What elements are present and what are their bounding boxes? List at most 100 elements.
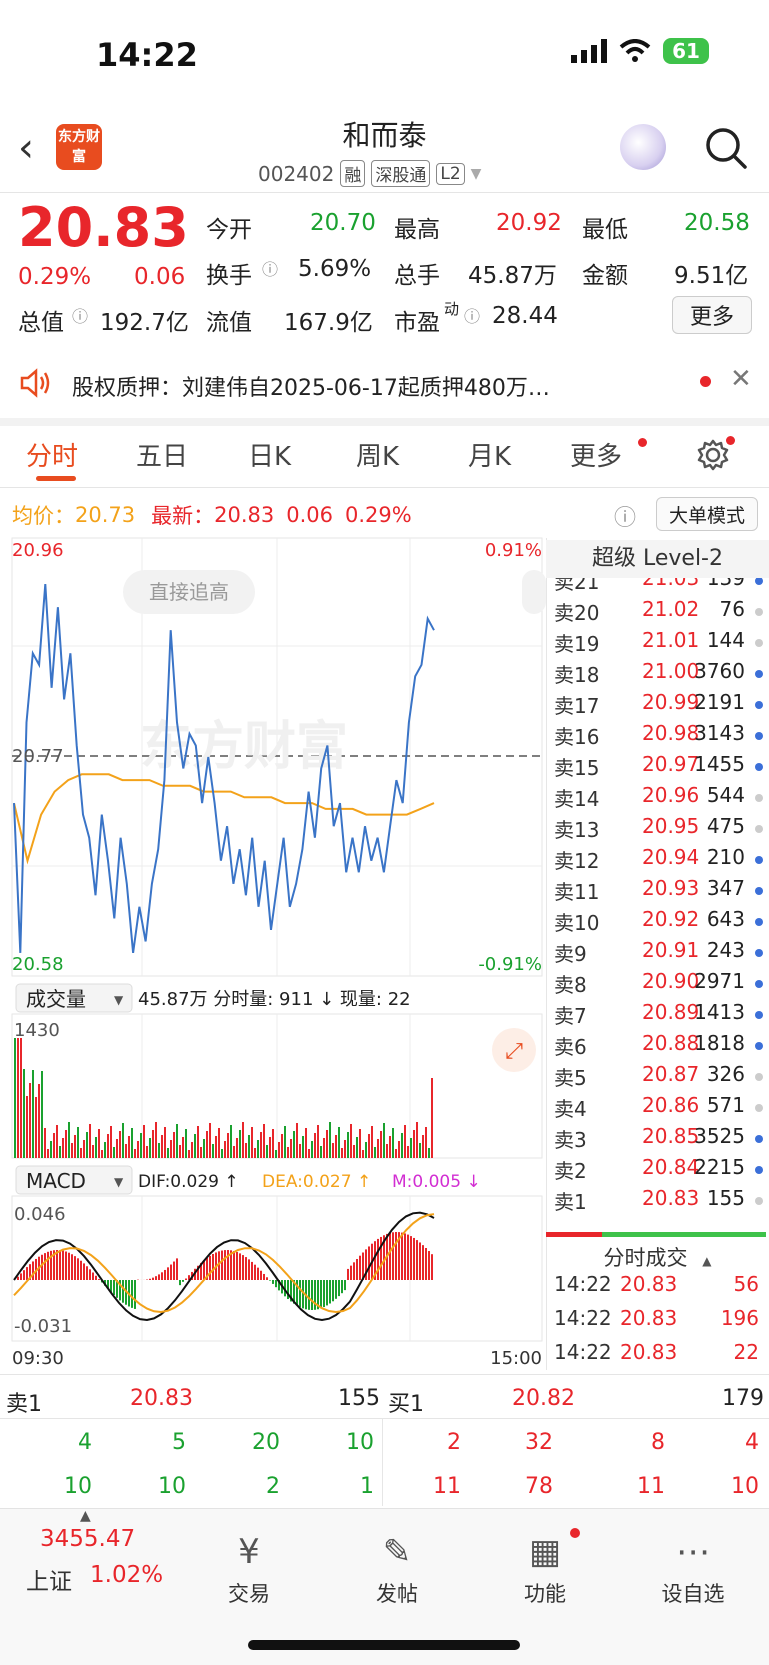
ask-row[interactable]: 卖15 20.97 1455 [546, 752, 769, 783]
notice-text[interactable]: 股权质押：刘建伟自2025-06-17起质押480万… [72, 376, 550, 401]
ask-dot [755, 887, 763, 895]
tab-daily-k[interactable]: 日K [248, 442, 292, 472]
settings-gear-icon[interactable] [696, 438, 730, 472]
macd-bar [110, 1280, 112, 1293]
ask-row[interactable]: 卖8 20.90 2971 [546, 969, 769, 1000]
back-button[interactable]: ‹ [18, 125, 34, 171]
volume-bar [170, 1140, 172, 1158]
volume-bar [275, 1150, 277, 1158]
volume-bar [317, 1125, 319, 1158]
chase-button [123, 570, 255, 614]
volume-bar [272, 1129, 274, 1158]
expand-icon: ⤢ [505, 1039, 523, 1064]
ask-row[interactable]: 卖19 21.01 144 [546, 628, 769, 659]
ask-row[interactable]: 卖7 20.89 1413 [546, 1000, 769, 1031]
volume-bar [56, 1125, 58, 1158]
macd-bar [260, 1270, 262, 1280]
ask-label: 卖13 [554, 818, 600, 842]
macd-bar [50, 1250, 52, 1280]
ask-row[interactable]: 卖20 21.02 76 [546, 597, 769, 628]
ask-price: 20.98 [642, 721, 700, 745]
volume-bar [113, 1147, 115, 1158]
y-min-label: 20.58 [12, 954, 64, 975]
ask-row[interactable]: 卖12 20.94 210 [546, 845, 769, 876]
edit-icon: ✎ [382, 1532, 412, 1572]
ask-row[interactable]: 卖11 20.93 347 [546, 876, 769, 907]
ask-row[interactable]: 卖1 20.83 155 [546, 1186, 769, 1217]
ask-row[interactable]: 卖4 20.86 571 [546, 1093, 769, 1124]
ask-row[interactable]: 卖14 20.96 544 [546, 783, 769, 814]
ask-row[interactable]: 卖13 20.95 475 [546, 814, 769, 845]
macd-bar [257, 1267, 259, 1280]
nav-functions[interactable]: ▦ 功能 [500, 1532, 590, 1608]
ask-label: 卖5 [554, 1066, 587, 1090]
info-icon[interactable]: ⓘ [262, 260, 279, 279]
ask-volume: 144 [706, 628, 745, 652]
ask-row[interactable]: 卖2 20.84 2215 [546, 1155, 769, 1186]
trades-header[interactable]: 分时成交 ▲ [546, 1242, 769, 1272]
index-value[interactable]: 3455.47 [40, 1526, 136, 1552]
ask-dot [755, 918, 763, 926]
trades-list: 14:22 20.83 56 14:22 20.83 196 14:22 20.83 22 [546, 1272, 769, 1372]
queue-cell: 32 [525, 1430, 553, 1455]
queue-cell: 2 [447, 1430, 461, 1455]
tab-intraday[interactable]: 分时 [26, 442, 79, 472]
macd-bar [200, 1262, 202, 1280]
notice-bar[interactable] [0, 350, 769, 418]
queue-cell: 2 [266, 1474, 280, 1499]
info-icon[interactable]: ⓘ [464, 307, 481, 326]
ask-row[interactable]: 卖21 21.03 139 [546, 578, 769, 597]
ask-list[interactable]: 卖21 21.03 139 卖20 21.02 76 卖19 21.01 144 卖18 21.00… [546, 578, 769, 1230]
ask-row[interactable]: 卖10 20.92 643 [546, 907, 769, 938]
ask-price: 20.90 [642, 969, 700, 993]
ask-row[interactable]: 卖6 20.88 1818 [546, 1031, 769, 1062]
volume-bar [239, 1130, 241, 1158]
tab-more[interactable]: 更多 [570, 442, 623, 472]
ask-row[interactable]: 卖16 20.98 3143 [546, 721, 769, 752]
big-order-mode-button[interactable]: 大单模式 [656, 497, 758, 531]
index-name[interactable]: 上证 [26, 1569, 72, 1595]
volume-bar [134, 1149, 136, 1158]
ask-volume: 571 [706, 1093, 745, 1117]
volume-bar [416, 1122, 418, 1158]
help-icon[interactable]: ⓘ [614, 506, 637, 531]
info-icon[interactable]: ⓘ [72, 307, 89, 326]
more-quote-button[interactable]: 更多 [672, 296, 752, 334]
trade-time: 14:22 [554, 1272, 612, 1296]
ask-row[interactable]: 卖18 21.00 3760 [546, 659, 769, 690]
nav-post[interactable]: ✎ 发帖 [352, 1532, 442, 1608]
stock-code-row[interactable]: 002402 融 深股通 L2 ▼ [258, 160, 481, 187]
search-icon[interactable] [704, 126, 748, 170]
tab-monthly-k[interactable]: 月K [468, 442, 512, 472]
pe-value: 28.44 [492, 303, 558, 329]
volume-bar [176, 1124, 178, 1158]
assistant-robot-icon[interactable] [620, 124, 666, 170]
volume-bar [188, 1150, 190, 1158]
macd-bar [158, 1274, 160, 1280]
ask-row[interactable]: 卖17 20.99 2191 [546, 690, 769, 721]
intraday-chart[interactable]: 东方财富 直接追高 20.96 20.58 20.77 0.91% -0.91%… [0, 536, 546, 1378]
queue-cell: 10 [731, 1474, 759, 1499]
nav-add-watch[interactable]: ⋯ 设自选 [648, 1532, 738, 1608]
index-pct[interactable]: 1.02% [90, 1562, 164, 1588]
ob-sell-vol: 155 [338, 1386, 380, 1411]
price-line [13, 584, 435, 954]
ask-label: 卖15 [554, 756, 600, 780]
volume-bar [50, 1141, 52, 1158]
ask-row[interactable]: 卖9 20.91 243 [546, 938, 769, 969]
macd-bar [71, 1254, 73, 1280]
macd-bar [134, 1280, 136, 1309]
macd-bar [323, 1280, 325, 1308]
macd-bar [206, 1257, 208, 1280]
level2-header[interactable]: 超级 Level-2 [546, 540, 769, 578]
queue-cell: 10 [64, 1474, 92, 1499]
ask-row[interactable]: 卖3 20.85 3525 [546, 1124, 769, 1155]
nav-trade[interactable]: ¥ 交易 [204, 1532, 294, 1608]
tab-five-day[interactable]: 五日 [136, 442, 189, 472]
volume-bars [14, 1038, 433, 1158]
tab-weekly-k[interactable]: 周K [356, 442, 400, 472]
macd-bar [317, 1280, 319, 1310]
macd-bar [329, 1280, 331, 1304]
ask-row[interactable]: 卖5 20.87 326 [546, 1062, 769, 1093]
close-icon[interactable]: ✕ [730, 364, 752, 394]
